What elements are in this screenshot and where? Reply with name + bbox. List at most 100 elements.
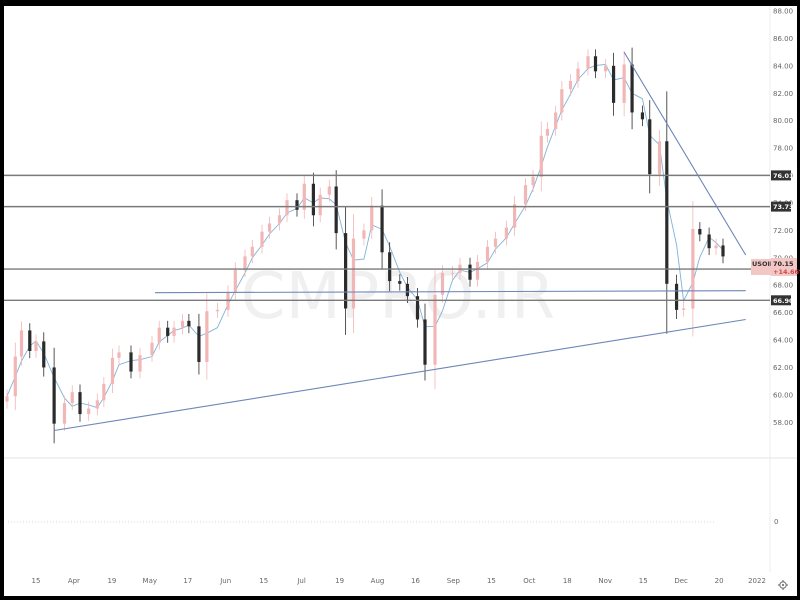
time-tick-label-3: May: [143, 577, 157, 585]
time-tick-label-13: Oct: [523, 577, 535, 585]
price-badge-symbol: USOIL: [752, 260, 774, 268]
price-tick-label-12: 82.00: [773, 90, 793, 98]
candle-12: [102, 377, 106, 408]
level-label-3: 66.90: [773, 297, 794, 305]
candle-34: [295, 193, 299, 217]
candle-68: [586, 49, 590, 76]
candle-7: [62, 395, 67, 431]
candle-23: [197, 313, 201, 375]
trendline-0[interactable]: [54, 318, 746, 432]
price-badge: USOIL 70.15 +14.66%: [751, 258, 800, 276]
candle-17: [150, 335, 154, 362]
candle-2: [19, 321, 24, 366]
candle-47: [405, 276, 409, 304]
time-axis: [4, 572, 797, 596]
time-tick-label-8: 19: [335, 577, 344, 585]
candle-40: [344, 206, 348, 335]
price-tick-label-3: 64.00: [773, 337, 793, 345]
candle-16: [138, 348, 142, 379]
candle-1: [13, 342, 17, 411]
candle-62: [539, 121, 543, 192]
candle-15: [129, 345, 133, 379]
time-tick-label-14: 18: [563, 577, 572, 585]
trendline-1[interactable]: [154, 290, 746, 294]
candle-76: [657, 129, 662, 186]
candle-24: [205, 293, 209, 380]
gear-icon[interactable]: [778, 580, 788, 590]
candle-19: [166, 320, 170, 343]
level-label-0: 76.01: [773, 172, 794, 180]
candle-37: [318, 187, 322, 223]
candle-10: [87, 401, 91, 421]
candle-32: [277, 208, 282, 231]
candle-20: [172, 320, 176, 343]
candle-25: [215, 303, 220, 319]
time-tick-label-10: 16: [411, 577, 420, 585]
price-tick-label-10: 78.00: [773, 145, 793, 153]
candle-82: [707, 227, 711, 256]
time-tick-label-4: 17: [183, 577, 192, 585]
candle-3: [28, 323, 32, 359]
candle-51: [440, 265, 445, 303]
watermark: CMPRO.IR: [241, 260, 555, 334]
candle-39: [334, 170, 338, 250]
price-tick-label-1: 60.00: [773, 391, 793, 399]
time-tick-label-15: Nov: [598, 577, 612, 585]
candle-43: [370, 197, 374, 239]
candle-8: [70, 385, 74, 410]
candle-63: [545, 122, 550, 143]
candle-11: [95, 393, 99, 416]
candle-52: [450, 266, 455, 280]
time-tick-label-17: Dec: [674, 577, 688, 585]
price-tick-label-4: 66.00: [773, 309, 793, 317]
candle-33: [285, 193, 289, 223]
price-badge-symbol-bg: [751, 259, 771, 275]
candle-67: [576, 61, 580, 88]
candle-72: [622, 51, 626, 117]
time-tick-label-18: 20: [715, 577, 724, 585]
indicator-zero-label: 0: [774, 518, 778, 526]
time-tick-label-0: 15: [32, 577, 41, 585]
time-tick-label-7: Jul: [296, 577, 306, 585]
candle-55: [475, 255, 480, 287]
candle-79: [682, 301, 686, 317]
candle-14: [117, 345, 121, 365]
price-tick-label-14: 86.00: [773, 35, 793, 43]
candle-64: [554, 105, 558, 136]
candle-70: [604, 58, 608, 79]
time-tick-label-16: 15: [639, 577, 648, 585]
candle-36: [311, 172, 315, 227]
candle-84: [721, 238, 725, 264]
price-badge-change: +14.66%: [773, 268, 800, 276]
candle-42: [362, 223, 366, 246]
level-badge-3: [771, 295, 791, 306]
candle-38: [327, 179, 331, 202]
price-tick-label-0: 58.00: [773, 419, 793, 427]
candle-49: [423, 303, 427, 381]
candle-5: [42, 332, 46, 377]
price-tick-label-5: 68.00: [773, 282, 793, 290]
candle-35: [302, 174, 306, 219]
time-tick-label-11: Sep: [447, 577, 461, 585]
candle-58: [504, 220, 508, 246]
candle-31: [267, 216, 272, 239]
candle-29: [250, 239, 254, 264]
candle-41: [351, 214, 356, 333]
candle-22: [187, 313, 191, 334]
candle-30: [260, 224, 264, 254]
candle-28: [243, 249, 247, 277]
time-tick-label-5: Jun: [219, 577, 231, 585]
candle-45: [388, 242, 392, 292]
trendline-2[interactable]: [623, 51, 747, 256]
level-label-1: 73.73: [773, 203, 794, 211]
candle-0: [5, 389, 9, 409]
time-tick-label-1: Apr: [68, 577, 80, 585]
candle-83: [714, 238, 718, 256]
candle-18: [157, 320, 161, 350]
candle-74: [640, 105, 645, 127]
trendlines[interactable]: [54, 51, 747, 432]
candle-46: [398, 274, 402, 291]
candle-57: [493, 231, 498, 254]
